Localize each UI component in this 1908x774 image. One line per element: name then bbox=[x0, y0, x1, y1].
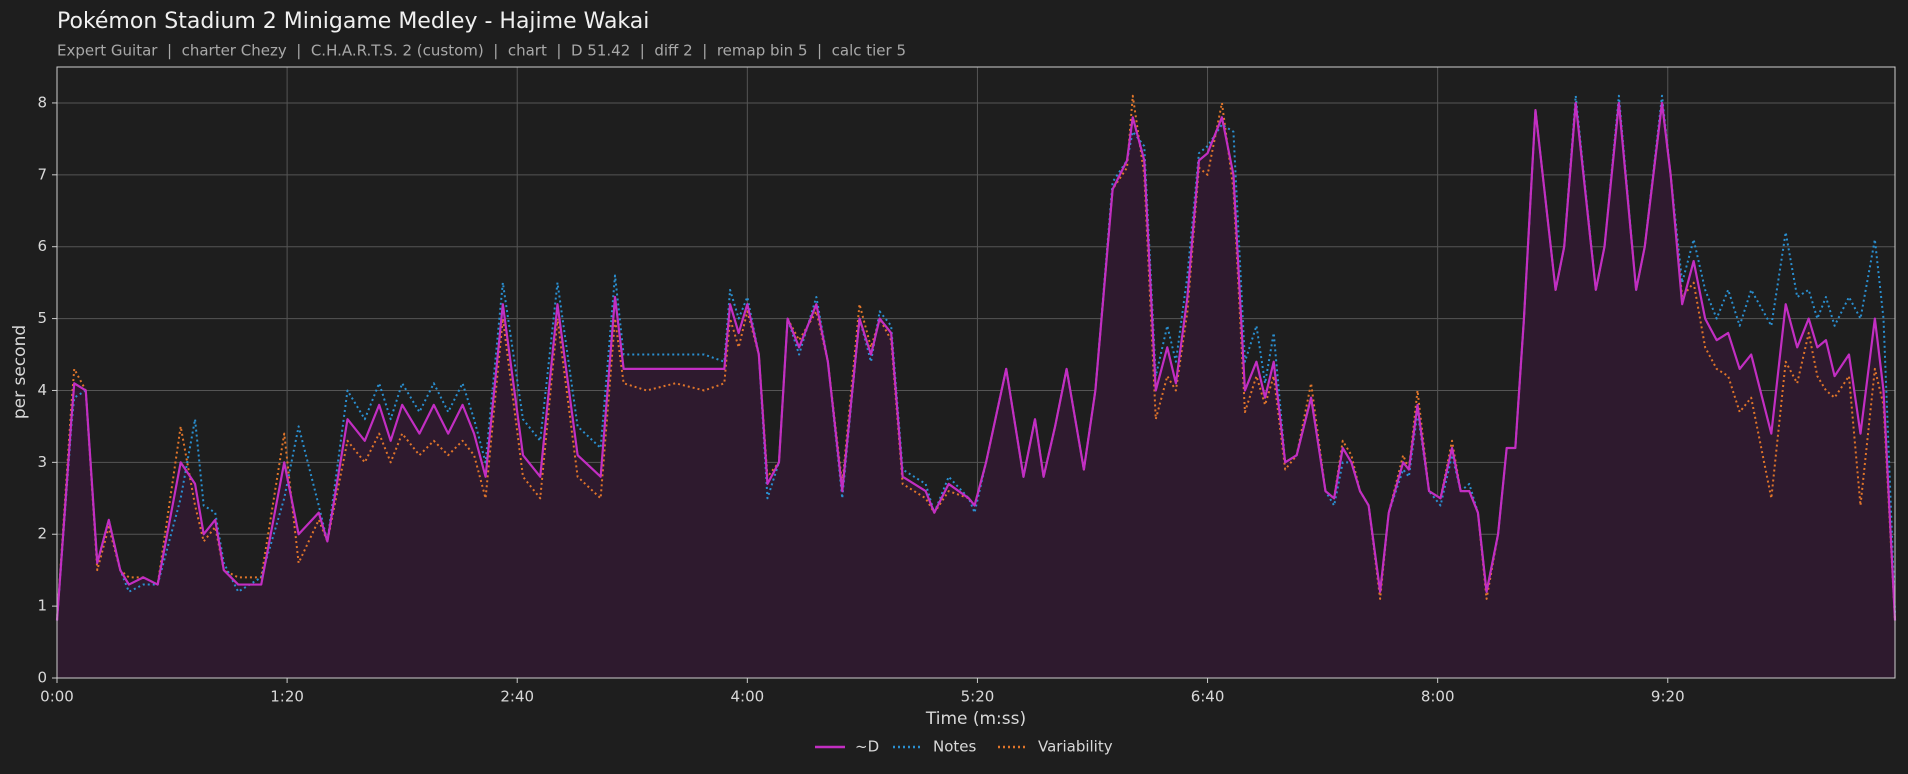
plot-frame bbox=[56, 66, 1896, 679]
y-tick-label: 8 bbox=[37, 93, 47, 111]
x-tick-label: 9:20 bbox=[1651, 688, 1685, 706]
x-tick-label: 2:40 bbox=[500, 688, 534, 706]
x-tick-label: 4:00 bbox=[730, 688, 764, 706]
x-tick-label: 8:00 bbox=[1421, 688, 1455, 706]
legend-label: ~D bbox=[855, 738, 879, 756]
x-tick-label: 5:20 bbox=[961, 688, 995, 706]
x-tick-label: 0:00 bbox=[40, 688, 74, 706]
y-tick-label: 4 bbox=[37, 381, 47, 399]
legend-label: Variability bbox=[1038, 738, 1113, 756]
series-line bbox=[55, 101, 1897, 621]
y-tick-label: 2 bbox=[37, 525, 47, 543]
y-tick-label: 6 bbox=[37, 237, 47, 255]
y-tick-label: 3 bbox=[37, 453, 47, 471]
legend-label: Notes bbox=[933, 738, 977, 756]
chart-title: Pokémon Stadium 2 Minigame Medley - Haji… bbox=[57, 9, 649, 34]
y-tick-label: 1 bbox=[37, 597, 47, 615]
y-tick-label: 7 bbox=[37, 165, 47, 183]
area-fill bbox=[57, 102, 1895, 679]
x-tick-label: 6:40 bbox=[1191, 688, 1225, 706]
series-line bbox=[56, 94, 1896, 621]
y-tick-label: 5 bbox=[37, 309, 47, 327]
x-tick-label: 1:20 bbox=[270, 688, 304, 706]
x-axis-label: Time (m:ss) bbox=[925, 709, 1026, 729]
chart-subtitle: Expert Guitar | charter Chezy | C.H.A.R.… bbox=[57, 42, 906, 60]
y-tick-label: 0 bbox=[37, 669, 47, 687]
y-axis-label: per second bbox=[10, 325, 30, 419]
